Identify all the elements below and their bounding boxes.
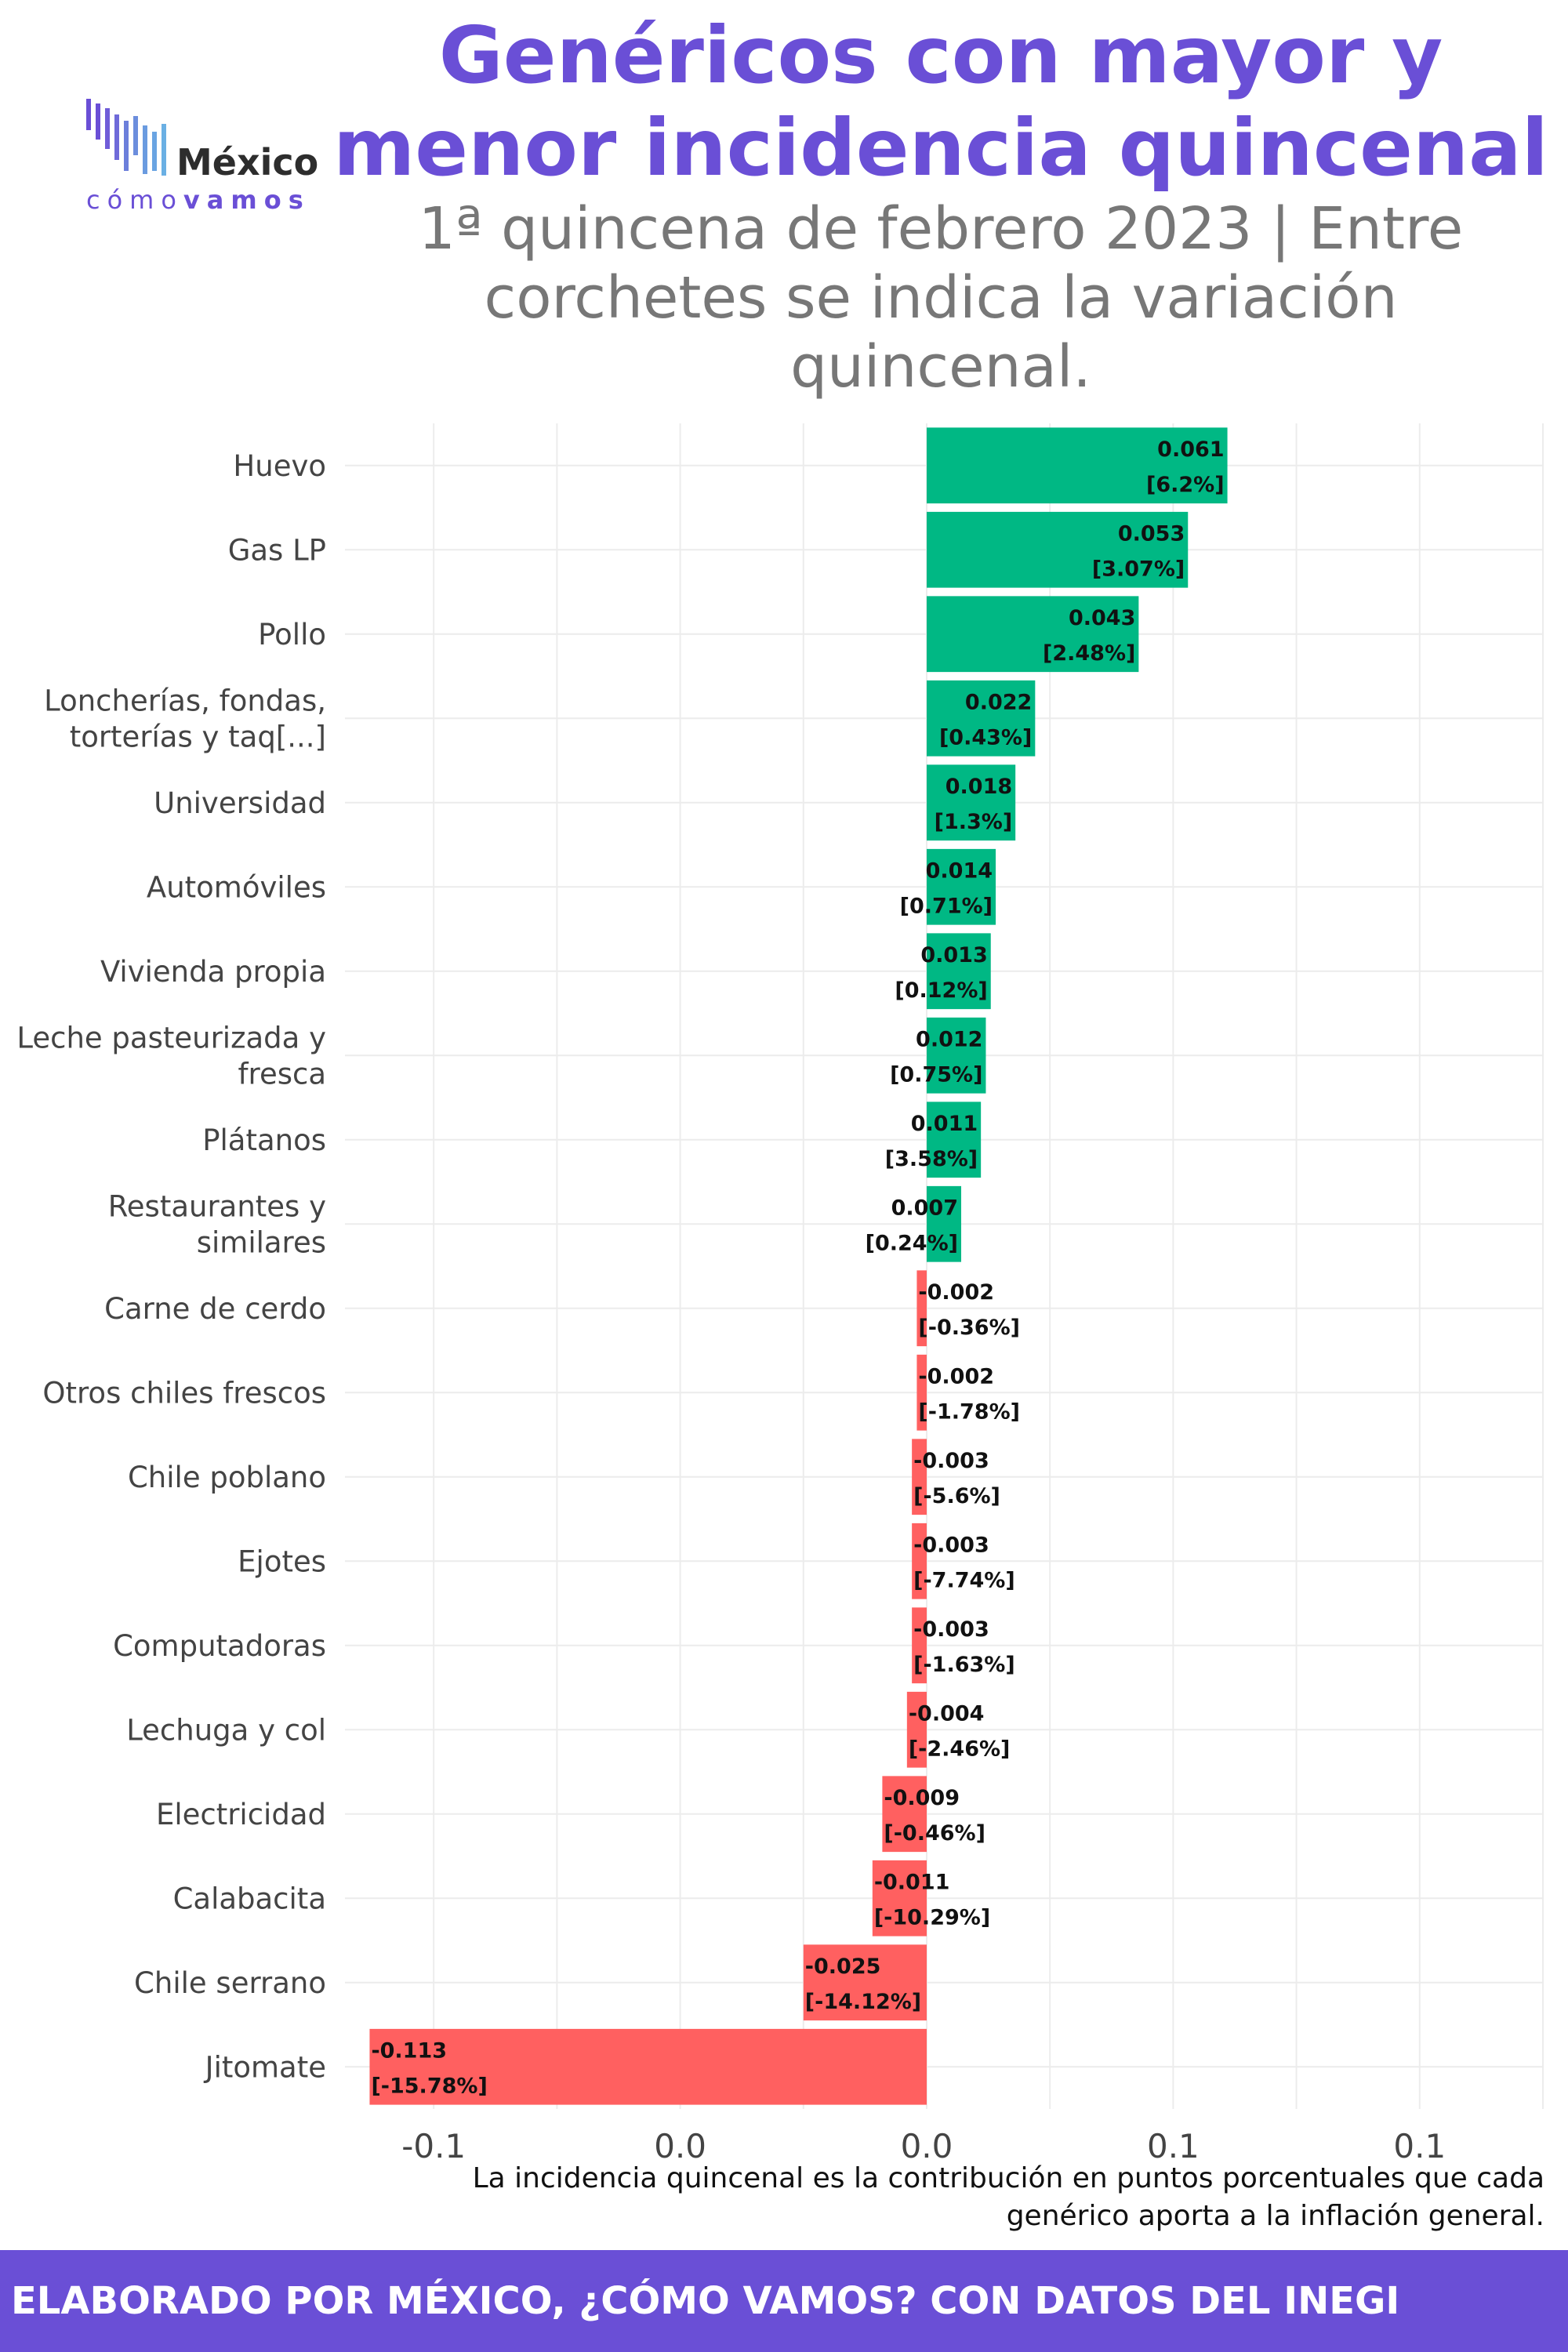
value-label: 0.061 xyxy=(1157,437,1224,462)
variation-label: [-0.36%] xyxy=(918,1316,1020,1340)
bar xyxy=(926,1185,962,1262)
variation-label: [0.24%] xyxy=(866,1231,958,1255)
x-tick-label: 0.0 xyxy=(654,2127,706,2165)
value-label: -0.003 xyxy=(913,1617,989,1642)
category-label: Leche pasteurizada y fresca xyxy=(16,1021,326,1091)
value-label: 0.043 xyxy=(1069,606,1135,630)
value-label: -0.113 xyxy=(371,2038,447,2063)
category-label: Jitomate xyxy=(204,2050,326,2084)
logo-sub-light: cómo xyxy=(86,185,183,215)
category-label: Computadoras xyxy=(113,1629,326,1663)
value-label: 0.012 xyxy=(916,1027,982,1051)
category-label: Universidad xyxy=(154,786,326,820)
category-label: Ejotes xyxy=(238,1544,326,1578)
variation-label: [0.75%] xyxy=(890,1062,982,1087)
variation-label: [1.3%] xyxy=(935,810,1013,834)
value-label: 0.011 xyxy=(911,1112,978,1136)
variation-label: [2.48%] xyxy=(1043,641,1135,666)
x-tick-label: -0.1 xyxy=(401,2127,466,2165)
bar xyxy=(369,2028,927,2105)
bar xyxy=(912,1439,927,1515)
variation-label: [-14.12%] xyxy=(805,1990,921,2014)
logo-word: México xyxy=(176,141,319,183)
value-label: -0.003 xyxy=(913,1449,989,1473)
footer-banner: ELABORADO POR MÉXICO, ¿CÓMO VAMOS? CON D… xyxy=(0,2250,1568,2352)
logo-bars-icon xyxy=(86,99,166,176)
bar xyxy=(882,1776,927,1853)
chart-subtitle: 1ª quincena de febrero 2023 | Entre corc… xyxy=(418,195,1464,401)
variation-label: [0.71%] xyxy=(900,894,993,918)
value-label: 0.018 xyxy=(946,775,1012,799)
bar xyxy=(803,1944,927,2021)
value-label: 0.013 xyxy=(920,943,987,967)
value-label: -0.004 xyxy=(909,1701,985,1726)
logo-subtitle: cómovamos xyxy=(86,185,310,215)
value-label: -0.009 xyxy=(884,1786,960,1810)
category-label: Restaurantes y similares xyxy=(108,1189,326,1259)
category-label: Lechuga y col xyxy=(126,1713,326,1747)
bar xyxy=(912,1523,927,1599)
variation-label: [-0.46%] xyxy=(884,1821,985,1846)
category-label: Vivienda propia xyxy=(100,955,326,989)
bar xyxy=(916,1354,927,1431)
variation-label: [-10.29%] xyxy=(874,1905,990,1929)
variation-label: [0.43%] xyxy=(939,725,1032,750)
bar xyxy=(906,1691,927,1768)
category-label: Automóviles xyxy=(147,870,326,904)
x-tick-label: 0.1 xyxy=(1393,2127,1446,2165)
category-label: Pollo xyxy=(258,618,326,652)
variation-label: [3.07%] xyxy=(1092,557,1185,581)
category-label: Gas LP xyxy=(228,533,326,567)
variation-label: [-5.6%] xyxy=(913,1484,1000,1508)
bar xyxy=(926,511,1189,588)
category-label: Calabacita xyxy=(173,1882,326,1915)
chart-title: Genéricos con mayor y menor incidencia q… xyxy=(333,9,1548,194)
category-label: Plátanos xyxy=(202,1123,326,1157)
bar xyxy=(926,596,1139,673)
bar xyxy=(926,848,996,925)
category-label: Otros chiles frescos xyxy=(42,1376,326,1410)
variation-label: [3.58%] xyxy=(885,1147,978,1171)
category-label: Huevo xyxy=(233,449,326,483)
value-label: 0.022 xyxy=(965,690,1032,714)
variation-label: [6.2%] xyxy=(1146,473,1225,497)
variation-label: [-7.74%] xyxy=(913,1568,1015,1592)
x-tick-label: 0.1 xyxy=(1147,2127,1200,2165)
bar xyxy=(926,1017,986,1094)
value-label: -0.003 xyxy=(913,1533,989,1557)
category-label: Chile poblano xyxy=(128,1461,326,1494)
value-label: -0.002 xyxy=(918,1364,994,1388)
bar-chart: -0.1 0.0 0.0 0.1 0.1 Huevo 0.061 [6.2%] Gas LP 0.… xyxy=(16,423,1544,2165)
value-label: -0.002 xyxy=(918,1280,994,1305)
value-label: 0.014 xyxy=(926,858,993,883)
variation-label: [-1.63%] xyxy=(913,1653,1015,1677)
bar xyxy=(912,1607,927,1684)
variation-label: [-15.78%] xyxy=(371,2074,487,2098)
value-label: -0.011 xyxy=(874,1870,950,1894)
logo-sub-bold: vamos xyxy=(183,185,310,215)
bar xyxy=(916,1270,927,1347)
bar xyxy=(926,1102,982,1178)
logo: México cómovamos xyxy=(78,86,345,215)
bar xyxy=(926,680,1036,757)
bar xyxy=(926,764,1016,841)
chart-note: La incidencia quincenal es la contribuci… xyxy=(472,2162,1544,2232)
variation-label: [0.12%] xyxy=(895,978,987,1003)
category-label: Carne de cerdo xyxy=(104,1292,326,1326)
bar xyxy=(926,427,1228,504)
variation-label: [-2.46%] xyxy=(909,1737,1011,1761)
category-label: Loncherías, fondas, torterías y taq[...] xyxy=(44,684,326,753)
bar xyxy=(872,1860,927,1936)
category-label: Electricidad xyxy=(156,1798,326,1831)
x-tick-label: 0.0 xyxy=(901,2127,953,2165)
value-label: 0.053 xyxy=(1118,521,1185,546)
variation-label: [-1.78%] xyxy=(918,1399,1020,1424)
value-label: -0.025 xyxy=(805,1955,881,1979)
value-label: 0.007 xyxy=(891,1196,958,1220)
bar xyxy=(926,933,991,1010)
category-label: Chile serrano xyxy=(134,1966,326,2000)
